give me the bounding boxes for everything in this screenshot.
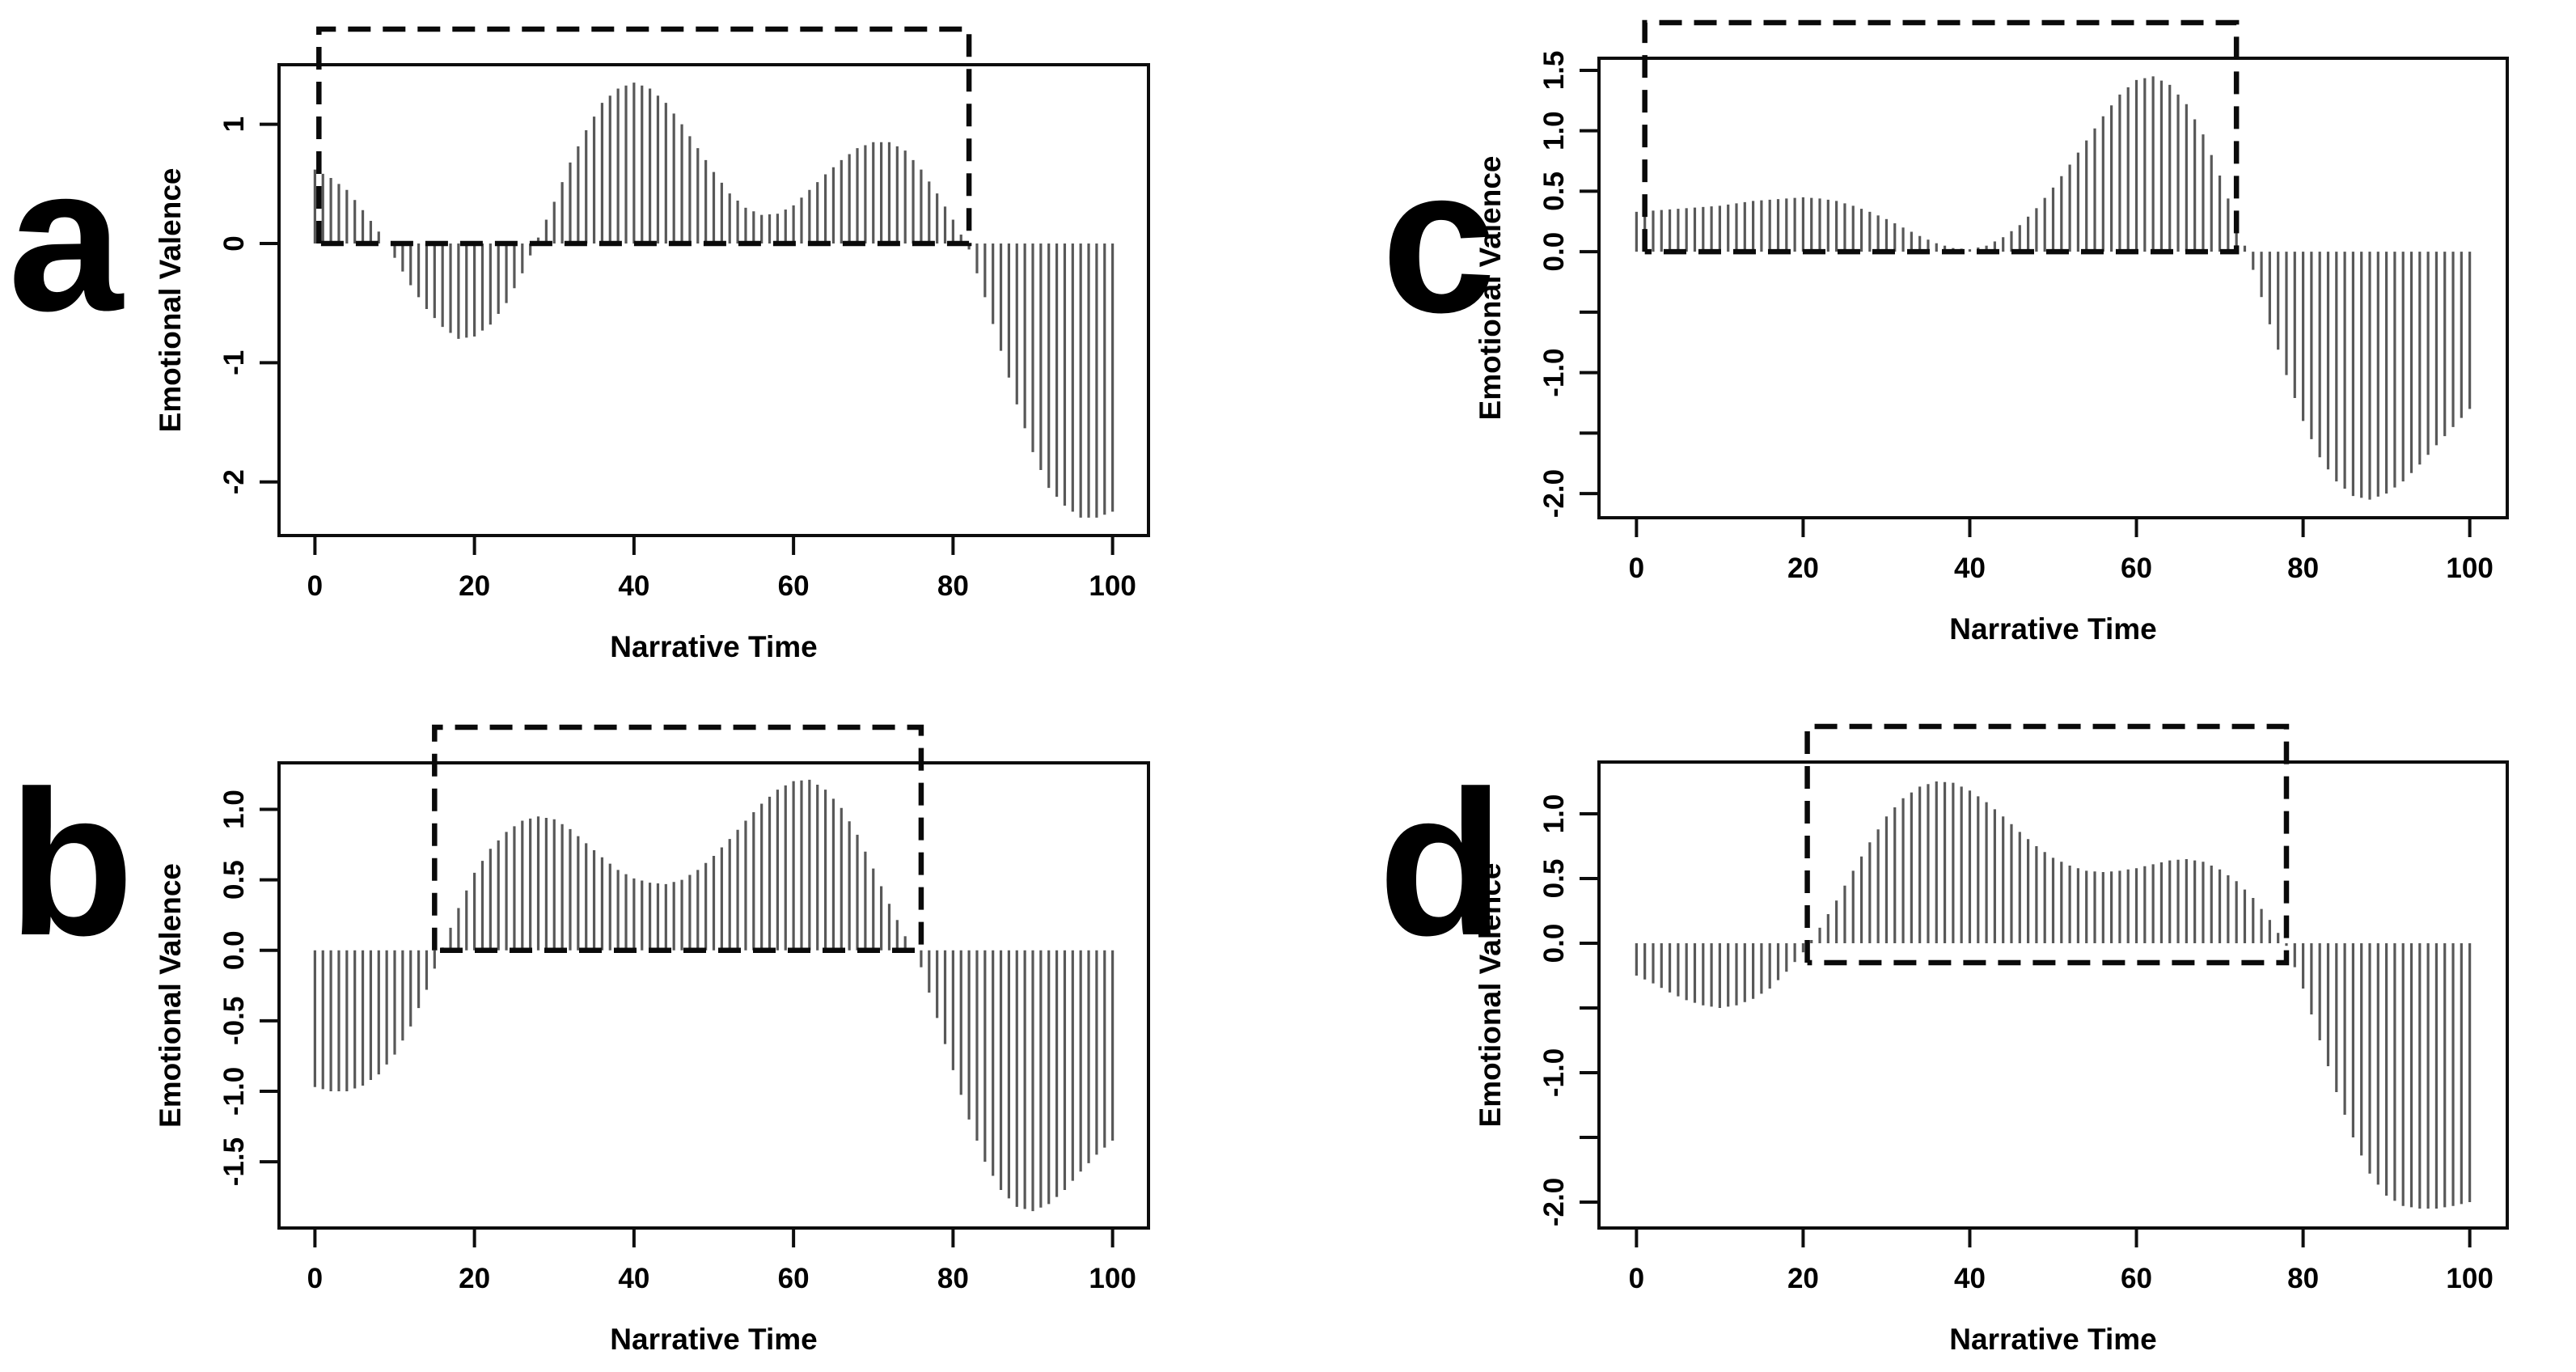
svg-text:-1.0: -1.0 [1538,1048,1570,1097]
panel-letter-c: c [1381,125,1496,356]
svg-text:100: 100 [1089,1263,1136,1294]
svg-text:40: 40 [1954,1263,1986,1294]
svg-text:40: 40 [1954,553,1986,584]
svg-text:80: 80 [2287,1263,2319,1294]
svg-text:0: 0 [307,1263,323,1294]
svg-text:-2: -2 [218,469,250,494]
svg-text:Emotional Valence: Emotional Valence [1474,156,1507,421]
svg-text:60: 60 [778,1263,810,1294]
svg-text:-1.0: -1.0 [218,1067,250,1116]
svg-text:1.5: 1.5 [1538,51,1570,91]
svg-text:0.5: 0.5 [1538,172,1570,211]
svg-text:0: 0 [218,235,250,251]
svg-text:0: 0 [1629,553,1644,584]
panel-a: a 0 20 40 60 80 100 1 0 -1 -2 Narrative Time Emotio… [0,0,1288,686]
svg-text:-1: -1 [218,350,250,375]
svg-text:20: 20 [459,1263,490,1294]
svg-text:0: 0 [1629,1263,1644,1294]
svg-text:-2.0: -2.0 [1538,1178,1570,1226]
svg-text:0.5: 0.5 [218,860,250,900]
svg-text:0.5: 0.5 [1538,859,1570,899]
svg-text:40: 40 [618,570,649,602]
svg-text:80: 80 [937,1263,969,1294]
svg-text:0.0: 0.0 [1538,232,1570,272]
svg-text:Emotional Valence: Emotional Valence [154,863,187,1128]
svg-text:Emotional Valence: Emotional Valence [1474,863,1507,1128]
svg-text:Narrative Time: Narrative Time [610,630,817,663]
panel-letter-d: d [1378,748,1504,979]
panel-d: d 0 20 40 60 80 100 1.0 0.5 0.0 -1.0 -2.0 Narrative… [1288,686,2576,1372]
svg-text:100: 100 [2446,553,2493,584]
svg-text:1.0: 1.0 [1538,794,1570,834]
svg-text:60: 60 [778,570,810,602]
svg-text:20: 20 [459,570,490,602]
svg-text:0.0: 0.0 [218,930,250,970]
chart-c: 0 20 40 60 80 100 1.5 1.0 0.5 0.0 -1.0 -2.0 Narrativ… [1474,19,2509,646]
svg-text:1: 1 [218,116,250,132]
chart-b: 0 20 40 60 80 100 1.0 0.5 0.0 -0.5 -1.0 -1.5 Narrati… [154,724,1150,1356]
svg-text:1.0: 1.0 [1538,111,1570,150]
svg-text:0: 0 [307,570,323,602]
svg-text:0.0: 0.0 [1538,924,1570,963]
svg-text:20: 20 [1787,553,1819,584]
svg-text:60: 60 [2121,553,2152,584]
svg-text:Narrative Time: Narrative Time [1949,612,2156,646]
panel-c: c 0 20 40 60 80 100 1.5 1.0 0.5 0.0 -1.0 -2.0 Narrat… [1288,0,2576,686]
svg-text:Narrative Time: Narrative Time [610,1323,817,1356]
svg-text:100: 100 [1089,570,1136,602]
svg-text:-1.5: -1.5 [218,1137,250,1186]
svg-text:-1.0: -1.0 [1538,348,1570,396]
svg-text:Emotional Valence: Emotional Valence [154,168,187,433]
svg-text:-2.0: -2.0 [1538,469,1570,518]
svg-text:1.0: 1.0 [218,790,250,829]
svg-text:60: 60 [2121,1263,2152,1294]
svg-text:80: 80 [937,570,969,602]
panel-letter-b: b [8,748,134,979]
svg-text:-0.5: -0.5 [218,997,250,1045]
svg-text:Narrative Time: Narrative Time [1949,1323,2156,1356]
panel-b: b 0 20 40 60 80 100 1.0 0.5 0.0 -0.5 -1.0 -1.5 Narra… [0,686,1288,1372]
svg-text:20: 20 [1787,1263,1819,1294]
chart-d: 0 20 40 60 80 100 1.0 0.5 0.0 -1.0 -2.0 Narrative T… [1474,723,2509,1356]
svg-text:80: 80 [2287,553,2319,584]
panel-letter-a: a [8,124,123,354]
chart-a: 0 20 40 60 80 100 1 0 -1 -2 Narrative Time Emotiona… [154,26,1150,663]
svg-text:40: 40 [618,1263,649,1294]
svg-text:100: 100 [2446,1263,2493,1294]
